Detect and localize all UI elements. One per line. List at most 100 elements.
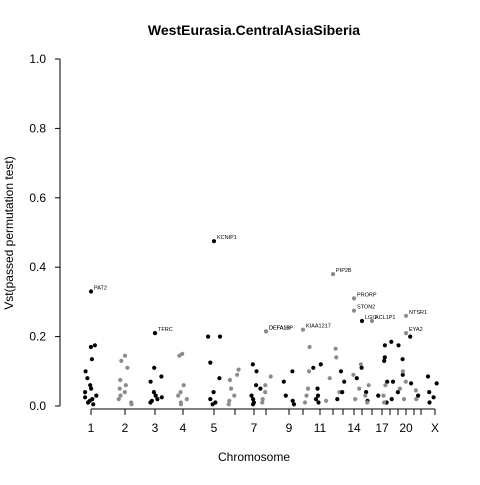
y-axis-title: Vst(passed permutation test) (2, 156, 16, 309)
data-point (125, 365, 130, 370)
data-point (159, 395, 164, 400)
data-point (335, 397, 340, 402)
data-point (396, 343, 401, 348)
data-point (401, 397, 407, 402)
data-point (427, 400, 432, 405)
data-point (302, 400, 308, 405)
data-point (376, 393, 381, 398)
data-point (382, 355, 387, 360)
data-point (122, 353, 128, 358)
data-point (83, 390, 88, 395)
highlighted-point (330, 272, 336, 277)
gene-label: LGI1 (365, 315, 377, 321)
gene-label: KIAA1217 (306, 324, 331, 330)
x-tick-label: 3 (152, 421, 159, 435)
data-point (306, 369, 312, 374)
data-point (304, 393, 309, 398)
data-point (148, 400, 153, 405)
data-point (290, 369, 295, 374)
data-point (315, 393, 321, 398)
data-point (251, 402, 256, 407)
data-point (427, 390, 432, 395)
data-point (333, 346, 338, 351)
data-point (408, 334, 413, 339)
data-point (184, 397, 189, 402)
data-point (327, 376, 332, 381)
highlighted-point (351, 308, 357, 313)
x-tick-label: 7 (251, 421, 258, 435)
highlighted-point (351, 296, 357, 301)
data-point (227, 398, 232, 403)
highlighted-point (211, 239, 217, 244)
data-point (413, 388, 418, 393)
y-tick-label: 0.6 (29, 191, 46, 205)
data-point (385, 379, 390, 384)
highlighted-point (300, 327, 306, 332)
data-point (316, 400, 321, 405)
data-point (249, 393, 254, 398)
gene-label: STON2 (357, 305, 375, 311)
data-point (354, 376, 359, 381)
data-point (397, 386, 402, 391)
x-axis-title: Chromosome (218, 450, 290, 464)
data-point (153, 393, 158, 398)
data-point (251, 397, 256, 402)
gene-label: DEFA1B (269, 325, 290, 331)
data-point (365, 400, 370, 405)
y-tick-label: 0.4 (29, 260, 46, 274)
data-point (178, 390, 183, 395)
data-point (91, 402, 96, 407)
x-tick-label: 9 (286, 421, 293, 435)
data-point (400, 357, 405, 362)
data-point (88, 383, 93, 388)
data-point (208, 397, 213, 402)
y-tick-label: 1.0 (29, 52, 46, 66)
data-point (311, 365, 316, 370)
data-point (155, 397, 160, 402)
chart-title: WestEurasia.CentralAsiaSiberia (148, 22, 360, 38)
data-point (117, 386, 122, 391)
data-point (364, 390, 369, 395)
x-tick-label: 1 (88, 421, 95, 435)
data-point (324, 398, 329, 403)
data-point (390, 379, 396, 384)
data-point (382, 400, 387, 405)
data-point (353, 397, 358, 402)
data-point (400, 372, 405, 377)
data-point (250, 362, 255, 367)
data-point (409, 381, 414, 386)
highlighted-point (263, 329, 269, 334)
data-point (290, 398, 295, 403)
gene-label: KCNIP1 (217, 235, 237, 241)
data-point (263, 390, 268, 395)
gene-label: DEFA10P (269, 325, 293, 331)
data-point (395, 390, 400, 395)
data-point (178, 402, 183, 407)
data-point (236, 367, 241, 372)
data-point (89, 357, 94, 362)
data-point (305, 386, 311, 391)
data-point (403, 379, 408, 384)
data-point (260, 397, 265, 402)
data-point (118, 393, 123, 398)
data-point (307, 344, 312, 350)
data-point (211, 390, 216, 395)
data-point (358, 362, 363, 367)
data-point (342, 379, 347, 384)
data-point (363, 393, 368, 398)
data-point (283, 393, 288, 398)
gene-label: ACL1P1 (375, 315, 396, 321)
data-point (340, 390, 345, 395)
data-point (152, 365, 157, 370)
data-point (217, 376, 222, 381)
data-point (291, 402, 297, 407)
highlighted-point (403, 331, 409, 336)
y-tick-label: 0.8 (29, 121, 46, 135)
data-point (89, 386, 94, 391)
data-point (281, 379, 286, 384)
data-point (226, 402, 231, 407)
highlighted-point (359, 318, 365, 324)
data-point (83, 369, 88, 374)
